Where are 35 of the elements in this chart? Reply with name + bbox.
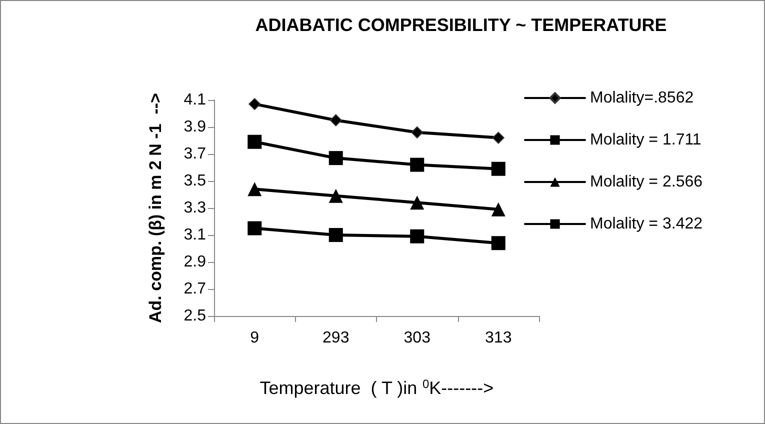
y-tick-label: 2.7 [184, 280, 206, 298]
x-tick-label: 303 [404, 330, 431, 346]
y-axis-title: Ad. comp. (β) in m 2 N -1 --> [146, 92, 165, 323]
point [330, 114, 342, 126]
point [248, 221, 262, 236]
point [491, 236, 506, 250]
x-tick-label: 9 [250, 330, 260, 346]
y-tick-label: 2.5 [184, 308, 206, 324]
y-tick-label: 3.5 [184, 172, 206, 190]
legend-label: Molality = 3.422 [590, 216, 703, 232]
point [410, 229, 424, 244]
point [328, 188, 343, 203]
point [411, 126, 424, 138]
y-tick-label: 2.9 [184, 254, 206, 270]
point [328, 228, 343, 242]
point [248, 182, 262, 196]
legend-label: Molality = 1.711 [590, 132, 702, 148]
point [328, 151, 343, 166]
point [248, 98, 261, 110]
legend-label: Molality=.8562 [590, 90, 694, 106]
y-tick-label: 4.1 [184, 92, 206, 108]
point [491, 202, 506, 216]
y-tick-label: 3.7 [184, 146, 206, 162]
point [491, 162, 506, 176]
point [492, 132, 504, 144]
point [248, 134, 262, 149]
legend-label: Molality = 2.566 [590, 174, 703, 190]
x-tick-label: 293 [322, 330, 350, 346]
y-tick-label: 3.1 [184, 226, 206, 244]
y-tick-label: 3.9 [184, 118, 206, 136]
point [410, 196, 424, 210]
point [410, 158, 424, 172]
y-tick-label: 3.3 [184, 200, 206, 216]
chart-title: ADIABATIC COMPRESIBILITY ~ TEMPERATURE [255, 15, 667, 35]
x-tick-label: 313 [485, 330, 512, 346]
